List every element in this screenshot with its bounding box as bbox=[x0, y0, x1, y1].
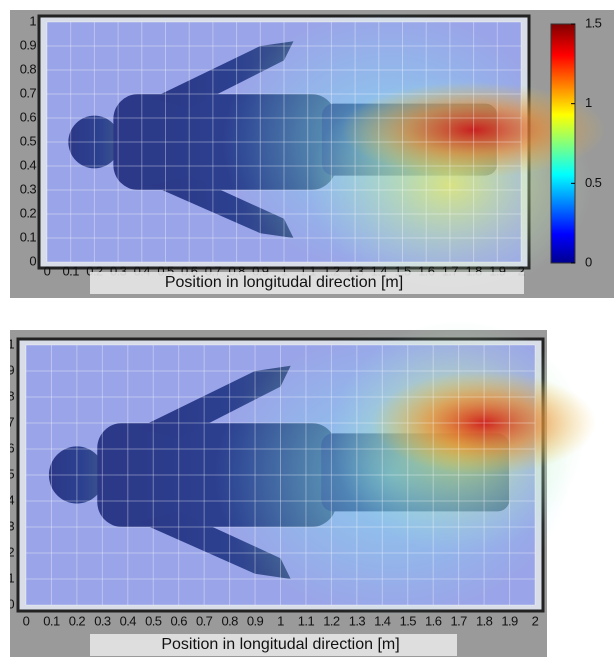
x-tick-label: 1 bbox=[281, 263, 288, 278]
axis-label-band bbox=[90, 272, 524, 294]
x-tick-label: 0.6 bbox=[171, 613, 188, 628]
x-tick-label: 0.4 bbox=[120, 613, 137, 628]
colorbar-tick-label: 0.5 bbox=[585, 175, 602, 190]
arm bbox=[151, 41, 294, 109]
x-tick-label: 2 bbox=[532, 613, 539, 628]
head bbox=[68, 115, 121, 169]
arm bbox=[137, 365, 291, 439]
y-tick-label: 0.6 bbox=[20, 109, 37, 124]
colorbar bbox=[550, 23, 576, 264]
x-tick-label: 0.1 bbox=[43, 613, 60, 628]
colorbar-tick-label: 0 bbox=[585, 254, 592, 269]
colorbar-tick-label: 1 bbox=[585, 95, 592, 110]
x-tick-label: 1.1 bbox=[298, 613, 315, 628]
x-tick-label: 1 bbox=[277, 613, 284, 628]
x-tick-label: 1.4 bbox=[374, 613, 391, 628]
panel: 0 0.1 0.2 0.3 0.4 0.5 0.6 0.7 0.8 0.9 1 1.1 1.2 1.3 1.… bbox=[0, 319, 597, 657]
x-tick-label: 0.8 bbox=[221, 613, 238, 628]
panel: 0 0.1 0.2 0.3 0.4 0.5 0.6 0.7 0.8 0.9 1 1.1 1.2 1.3 1.… bbox=[10, 10, 614, 298]
x-tick-label: 1.3 bbox=[349, 613, 366, 628]
x-tick-label: 1.9 bbox=[501, 613, 518, 628]
x-axis-label: Position in longitudal direction [m] bbox=[161, 636, 399, 653]
y-tick-label: 0 bbox=[7, 596, 14, 611]
x-axis-label: Position in longitudal direction [m] bbox=[165, 274, 403, 291]
x-tick-label: 0 bbox=[44, 263, 51, 278]
x-tick-label: 0.3 bbox=[94, 613, 111, 628]
heat-hot bbox=[372, 371, 597, 475]
x-tick-label: 0 bbox=[23, 613, 30, 628]
y-tick-label: 1 bbox=[7, 336, 14, 351]
y-tick-label: 0.1 bbox=[20, 229, 37, 244]
y-tick-label: 0 bbox=[29, 253, 36, 268]
x-tick-label: 1.7 bbox=[451, 613, 468, 628]
x-tick-label: 0.1 bbox=[63, 263, 80, 278]
y-tick-label: 0.5 bbox=[20, 133, 37, 148]
x-tick-label: 0.5 bbox=[145, 613, 162, 628]
crop-mask bbox=[0, 330, 10, 610]
x-tick-label: 1.8 bbox=[476, 613, 493, 628]
y-tick-label: 1 bbox=[29, 13, 36, 28]
x-tick-label: 0.9 bbox=[247, 613, 264, 628]
y-tick-label: 0.3 bbox=[20, 181, 37, 196]
x-tick-label: 1.6 bbox=[425, 613, 442, 628]
y-tick-label: 0.9 bbox=[20, 37, 37, 52]
heat-hot bbox=[340, 82, 607, 178]
y-tick-label: 0.4 bbox=[20, 157, 37, 172]
axis-label-band bbox=[90, 634, 457, 656]
colorbar-tick-label: 1.5 bbox=[585, 15, 602, 30]
y-tick-label: 0.7 bbox=[20, 85, 37, 100]
x-tick-label: 1.2 bbox=[323, 613, 340, 628]
head bbox=[48, 446, 105, 504]
y-tick-label: 0.2 bbox=[20, 205, 37, 220]
x-tick-label: 0.2 bbox=[69, 613, 86, 628]
x-tick-label: 2 bbox=[518, 263, 525, 278]
x-tick-label: 0.7 bbox=[196, 613, 213, 628]
x-tick-label: 1.5 bbox=[400, 613, 417, 628]
y-tick-label: 0.8 bbox=[20, 61, 37, 76]
